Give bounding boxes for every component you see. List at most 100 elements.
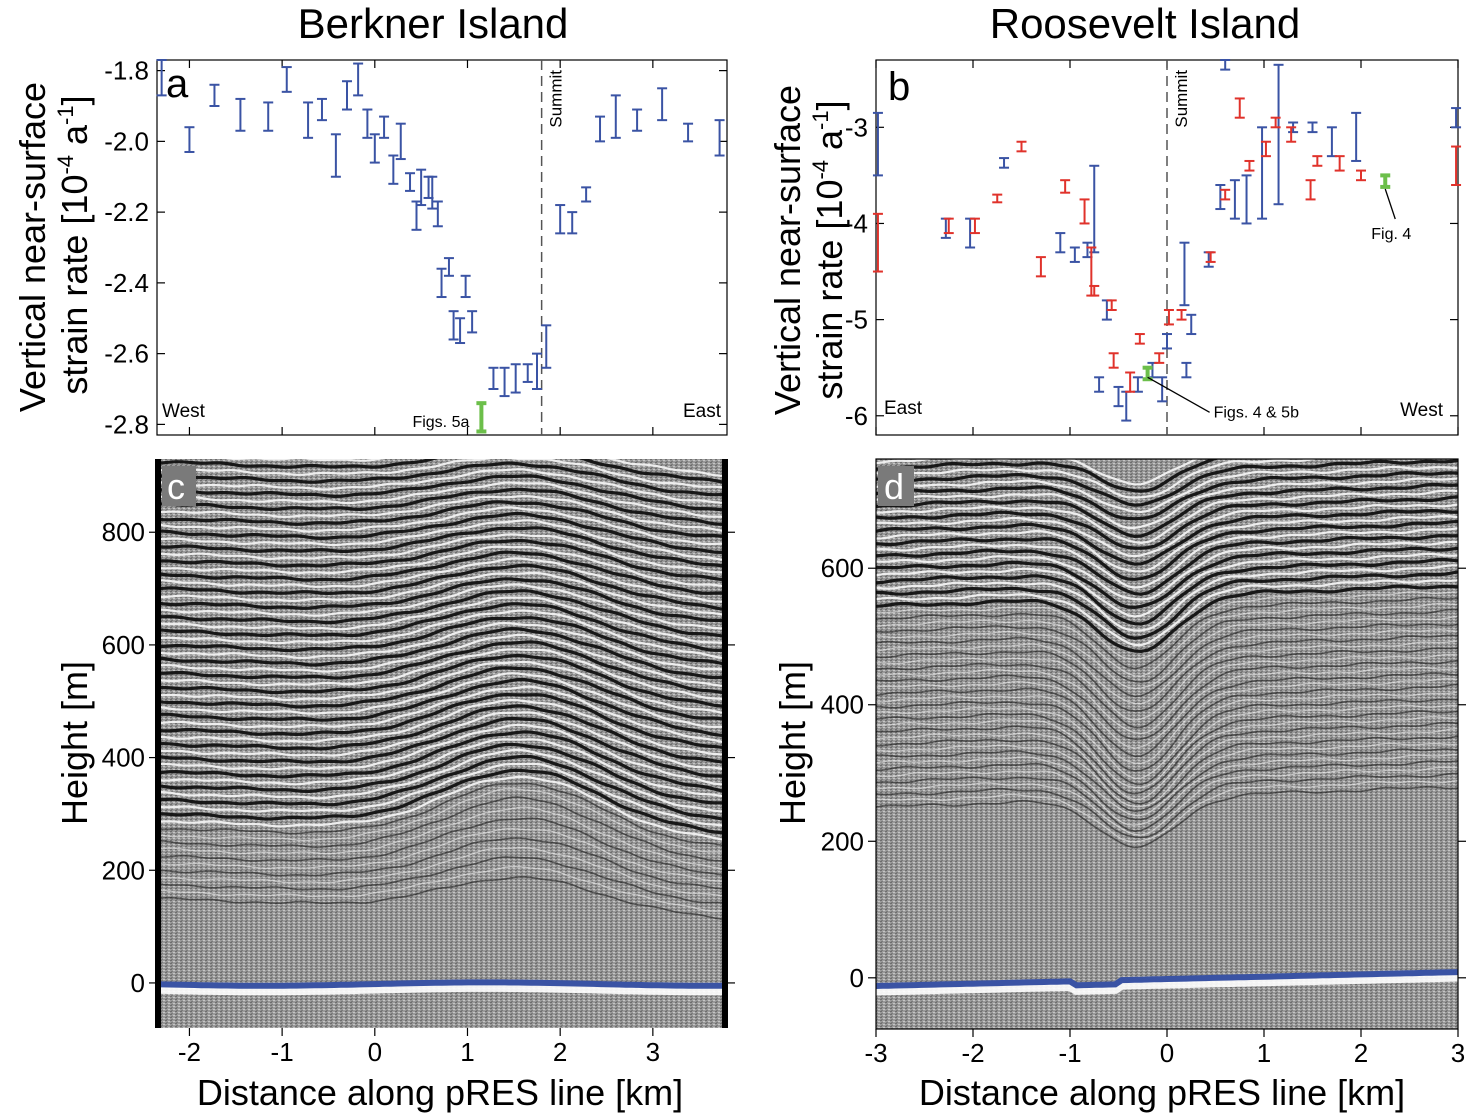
radar-layer bbox=[157, 633, 727, 688]
radar-layer bbox=[157, 583, 727, 630]
x-tick-label: 0 bbox=[368, 1037, 382, 1067]
radar-layer bbox=[157, 723, 727, 786]
radar-layer bbox=[157, 459, 727, 485]
y-tick-label: -4 bbox=[845, 208, 868, 238]
x-tick-label: -1 bbox=[1058, 1038, 1081, 1068]
radar-layer bbox=[876, 459, 1320, 499]
radar-layer bbox=[876, 735, 1458, 813]
panel-d-ylabel: Height [m] bbox=[772, 661, 813, 825]
radar-layer bbox=[157, 711, 727, 771]
radar-layer bbox=[876, 653, 1458, 735]
panel-c-ticks: 0 200 400 600 800 -2 -1 0 1 2 3 bbox=[102, 517, 735, 1067]
radar-layer bbox=[157, 738, 727, 799]
y-tick-label: 0 bbox=[850, 963, 864, 993]
radar-bed-halo bbox=[876, 972, 1458, 996]
radar-layer bbox=[224, 459, 727, 477]
radar-layer bbox=[876, 459, 1221, 493]
radar-layer bbox=[876, 691, 1458, 780]
y-tick-label: 800 bbox=[102, 517, 145, 547]
radar-layer bbox=[157, 754, 727, 822]
panel-b-ticks bbox=[875, 60, 1459, 435]
radar-layer bbox=[876, 683, 1458, 772]
radar-layer bbox=[157, 730, 727, 794]
radar-layer bbox=[876, 634, 1458, 712]
annotation-leader bbox=[1147, 376, 1210, 413]
panel-a-ylabel-line1: Vertical near-surface bbox=[12, 82, 53, 412]
panel-b-east-label: East bbox=[884, 398, 923, 419]
radar-layer bbox=[876, 742, 1458, 817]
x-tick-label: 2 bbox=[553, 1037, 567, 1067]
radar-layer bbox=[876, 459, 1458, 507]
y-tick-label: 0 bbox=[131, 968, 145, 998]
panel-b-ylabel-line2: strain rate [10-4 a-1] bbox=[808, 100, 850, 399]
radar-layer bbox=[157, 704, 727, 764]
radar-layer bbox=[157, 666, 727, 722]
radar-layer bbox=[157, 533, 727, 574]
radar-layer bbox=[157, 519, 727, 562]
radar-layer bbox=[876, 596, 1458, 670]
x-tick-label: -2 bbox=[961, 1038, 984, 1068]
panel-a-letter: a bbox=[166, 62, 189, 106]
y-tick-label: -5 bbox=[845, 305, 868, 335]
radar-layer bbox=[157, 648, 727, 701]
radar-layer bbox=[157, 474, 727, 512]
y-tick-label: 600 bbox=[821, 553, 864, 583]
x-tick-label: 1 bbox=[1257, 1038, 1271, 1068]
radar-layer bbox=[876, 591, 1458, 660]
radar-layer bbox=[876, 716, 1458, 801]
radar-layer bbox=[157, 716, 727, 778]
radar-layer bbox=[876, 779, 1458, 843]
annotation-label: Figs. 4 & 5b bbox=[1214, 404, 1299, 421]
panel-d-layers bbox=[876, 459, 1458, 996]
panel-a-ylabel-line2: strain rate [10-4 a-1] bbox=[53, 95, 95, 394]
radar-layer bbox=[876, 753, 1458, 826]
radar-layer bbox=[876, 602, 1458, 677]
radar-layer bbox=[157, 563, 727, 612]
radar-layer bbox=[157, 788, 727, 854]
radar-layer bbox=[876, 698, 1458, 786]
radar-layer bbox=[876, 546, 1458, 610]
x-tick-label: 0 bbox=[1160, 1038, 1174, 1068]
panel-c-letter: c bbox=[167, 466, 185, 507]
y-tick-label: -2.4 bbox=[104, 268, 149, 298]
panel-a-west-label: West bbox=[162, 401, 206, 422]
radar-layer bbox=[157, 494, 727, 533]
panel-c-xlabel: Distance along pRES line [km] bbox=[197, 1072, 683, 1113]
panel-d-bed-line bbox=[875, 969, 1459, 989]
radar-layer bbox=[157, 692, 727, 750]
y-tick-label: 200 bbox=[821, 826, 864, 856]
radar-layer bbox=[876, 615, 1458, 690]
radar-layer bbox=[876, 489, 1458, 545]
radar-layer bbox=[157, 571, 727, 617]
y-tick-label: -2.0 bbox=[104, 126, 149, 156]
radar-layer bbox=[157, 459, 727, 490]
panel-a-ticks bbox=[157, 60, 727, 435]
radar-layer bbox=[157, 806, 727, 871]
radar-layer bbox=[876, 721, 1458, 805]
radar-layer bbox=[157, 538, 727, 582]
radar-layer bbox=[157, 782, 727, 848]
panel-a-error-bars bbox=[156, 59, 725, 434]
radar-layer bbox=[157, 589, 727, 638]
radar-layer bbox=[876, 584, 1458, 654]
panel-b-y-tick-labels: -6 -5 -4 -3 bbox=[845, 112, 868, 430]
radar-layer bbox=[876, 629, 1458, 705]
radar-layer bbox=[876, 678, 1458, 765]
radar-layer bbox=[876, 579, 1458, 647]
radar-layer bbox=[157, 817, 727, 877]
radar-layer bbox=[876, 727, 1458, 808]
radar-layer bbox=[157, 557, 727, 603]
radar-layer bbox=[157, 511, 727, 555]
radar-layer bbox=[157, 468, 727, 504]
radar-layer bbox=[157, 775, 727, 842]
radar-layer bbox=[876, 760, 1458, 833]
radar-layer bbox=[157, 828, 727, 883]
radar-layer bbox=[876, 514, 1458, 573]
annotation-label: Fig. 4 bbox=[1371, 226, 1411, 243]
y-tick-label: -6 bbox=[845, 401, 868, 431]
panel-d: d 0 200 400 600 -3 -2 -1 0 1 2 3 Height [m] Distan… bbox=[772, 458, 1466, 1113]
radar-layer bbox=[876, 527, 1458, 589]
panel-b-annotations: Figs. 4 & 5b Fig. 4 bbox=[1147, 188, 1411, 421]
radar-layer bbox=[157, 621, 727, 672]
radar-layer bbox=[157, 847, 727, 898]
